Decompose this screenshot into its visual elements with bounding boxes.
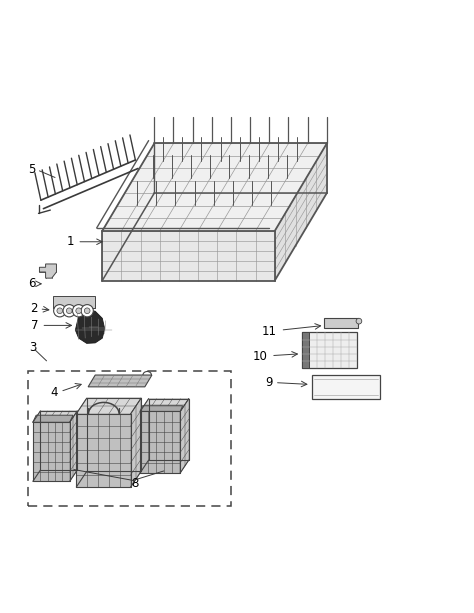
Polygon shape [75, 310, 105, 343]
Text: 5: 5 [27, 163, 35, 176]
Polygon shape [275, 143, 327, 281]
Polygon shape [33, 422, 70, 481]
Circle shape [63, 305, 75, 317]
Polygon shape [180, 398, 189, 473]
Polygon shape [33, 411, 77, 422]
Bar [324, 318, 357, 328]
Circle shape [84, 308, 90, 314]
Text: 8: 8 [132, 478, 139, 490]
Polygon shape [70, 411, 77, 481]
Text: 7: 7 [31, 319, 39, 332]
Bar [53, 296, 95, 308]
Text: 6: 6 [27, 277, 35, 291]
Text: 11: 11 [262, 324, 277, 338]
Circle shape [81, 305, 93, 317]
Circle shape [57, 308, 63, 314]
Circle shape [54, 305, 66, 317]
Polygon shape [140, 398, 189, 411]
Polygon shape [33, 415, 73, 422]
Text: 4: 4 [50, 386, 57, 399]
Polygon shape [102, 143, 327, 231]
Text: 2: 2 [30, 302, 37, 315]
Bar [302, 332, 356, 368]
Polygon shape [102, 231, 275, 281]
Polygon shape [131, 398, 141, 487]
Polygon shape [140, 406, 182, 411]
Polygon shape [76, 414, 131, 487]
Text: 3: 3 [28, 341, 36, 354]
Polygon shape [88, 375, 152, 387]
Circle shape [66, 308, 72, 314]
Polygon shape [140, 411, 180, 473]
Circle shape [76, 308, 82, 314]
Text: 10: 10 [252, 349, 267, 363]
Bar [302, 332, 310, 368]
Bar [28, 371, 231, 506]
Text: 1: 1 [67, 235, 74, 248]
Polygon shape [76, 398, 141, 414]
Bar [312, 375, 380, 398]
Polygon shape [39, 264, 56, 278]
Circle shape [356, 318, 362, 324]
Text: 9: 9 [265, 376, 273, 389]
Circle shape [73, 305, 85, 317]
